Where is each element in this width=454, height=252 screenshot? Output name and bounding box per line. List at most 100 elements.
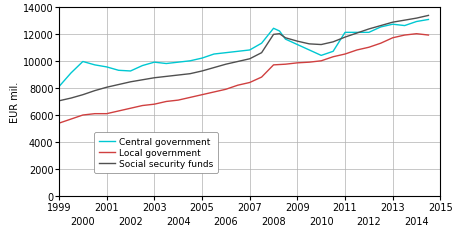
Central government [283,39,288,42]
Local government [188,97,193,100]
Legend: Central government, Local government, Social security funds: Central government, Local government, So… [94,133,218,173]
Local government [402,34,407,37]
Social security funds [140,79,145,82]
Central government [140,65,145,68]
Central government [414,21,419,24]
Local government [259,76,264,79]
Social security funds [354,32,360,35]
Central government [378,26,384,29]
Local government [390,37,395,40]
Central government [211,53,217,56]
Y-axis label: EUR mil.: EUR mil. [10,81,20,123]
Local government [342,53,348,56]
Local government [354,49,360,52]
Local government [223,88,228,91]
Local government [283,64,288,67]
Social security funds [390,22,395,25]
Local government [378,43,384,46]
Social security funds [128,81,133,84]
Central government [80,61,85,64]
Social security funds [402,20,407,23]
Local government [414,33,419,36]
Central government [199,57,205,60]
Local government [306,61,312,65]
Social security funds [152,77,157,80]
Social security funds [414,18,419,21]
Social security funds [104,86,109,89]
Local government [199,94,205,97]
Social security funds [295,41,300,44]
Local government [247,82,252,85]
Social security funds [283,37,288,40]
Social security funds [259,52,264,55]
Social security funds [306,43,312,46]
Local government [426,34,431,37]
Local government [271,64,276,67]
Central government [68,72,74,75]
Social security funds [331,41,336,44]
Social security funds [175,74,181,77]
Local government [128,107,133,110]
Central government [354,32,360,35]
Social security funds [199,70,205,73]
Social security funds [277,33,282,36]
Central government [271,28,276,31]
Central government [104,66,109,69]
Central government [235,51,241,54]
Social security funds [342,37,348,40]
Central government [295,44,300,47]
Local government [92,113,98,116]
Social security funds [318,44,324,47]
Social security funds [426,15,431,18]
Central government [175,61,181,65]
Social security funds [271,34,276,37]
Central government [116,70,121,73]
Central government [163,63,169,66]
Central government [259,43,264,46]
Local government [104,113,109,116]
Central government [56,86,62,89]
Central government [342,32,348,35]
Social security funds [235,61,241,64]
Line: Central government: Central government [59,20,429,87]
Local government [152,103,157,106]
Local government [68,118,74,121]
Central government [331,51,336,54]
Social security funds [92,90,98,93]
Social security funds [116,84,121,87]
Local government [175,99,181,102]
Social security funds [247,58,252,61]
Local government [80,114,85,117]
Central government [306,49,312,52]
Local government [235,84,241,87]
Central government [402,25,407,28]
Line: Social security funds: Social security funds [59,16,429,101]
Central government [318,55,324,58]
Central government [188,60,193,63]
Local government [331,56,336,59]
Local government [211,91,217,94]
Central government [247,49,252,52]
Social security funds [188,73,193,76]
Social security funds [56,100,62,103]
Central government [223,52,228,55]
Line: Local government: Local government [59,35,429,124]
Social security funds [211,67,217,70]
Social security funds [223,64,228,67]
Central government [426,19,431,22]
Central government [92,64,98,67]
Central government [390,24,395,27]
Local government [56,122,62,125]
Local government [366,47,372,50]
Central government [277,30,282,33]
Local government [295,62,300,65]
Social security funds [378,25,384,28]
Central government [128,70,133,73]
Central government [366,32,372,35]
Central government [152,61,157,65]
Social security funds [163,76,169,79]
Social security funds [80,94,85,97]
Social security funds [68,97,74,100]
Local government [140,105,145,108]
Social security funds [366,28,372,31]
